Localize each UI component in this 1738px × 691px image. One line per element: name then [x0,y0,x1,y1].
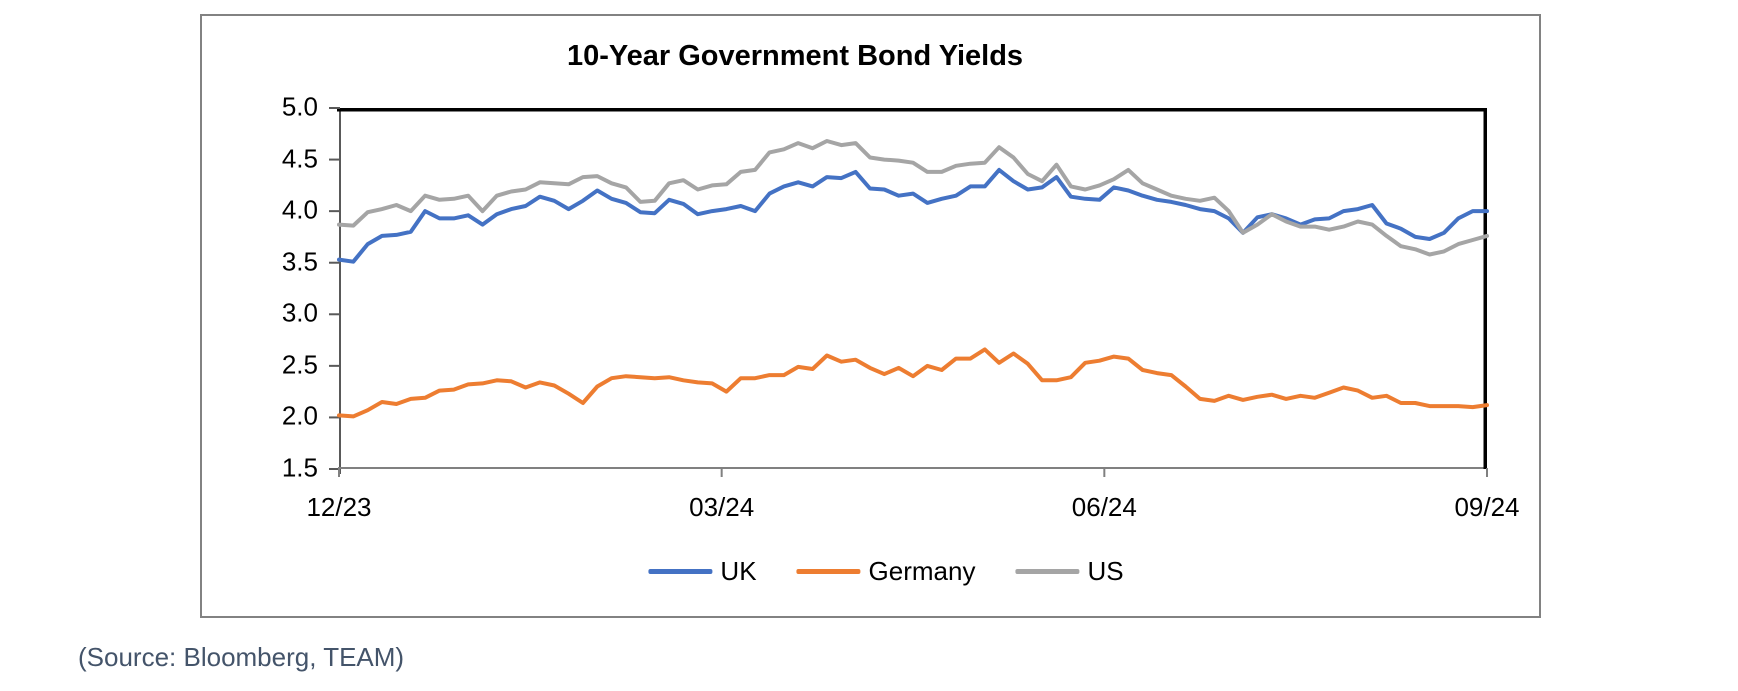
legend-label: UK [720,556,757,586]
legend-item-uk: UK [648,556,757,587]
y-axis-tick-label: 4.5 [281,142,318,173]
uk-line-series [337,167,1489,264]
y-axis-tick-label: 2.5 [281,349,318,380]
source-note: (Source: Bloomberg, TEAM) [78,642,405,672]
y-axis-tick-label: 4.0 [281,194,318,225]
chart-title: 10-Year Government Bond Yields [566,40,1024,72]
y-axis-tick-label: 3.0 [281,297,318,328]
legend-label: US [1087,556,1124,586]
x-axis-tick-label: 12/23 [306,492,372,522]
x-axis-tick-label: 03/24 [689,492,755,522]
us-line-icon [1015,569,1080,574]
legend-label: Germany [868,556,976,586]
legend-item-us: US [1015,556,1124,587]
x-axis-tick-label: 06/24 [1071,492,1137,522]
x-axis-tick-label: 09/24 [1454,492,1520,522]
bond-yield-chart [329,107,1489,477]
chart-legend: UK Germany US [648,556,1124,587]
y-axis-tick-label: 2.0 [281,400,318,431]
y-axis-tick-label: 1.5 [281,452,318,483]
uk-line-icon [648,569,713,574]
y-axis-tick-label: 3.5 [281,245,318,276]
germany-line-icon [796,569,861,574]
y-axis-tick-label: 5.0 [281,91,318,122]
us-line-series [337,139,1489,257]
legend-item-germany: Germany [796,556,976,587]
germany-line-series [337,347,1489,419]
chart-panel [200,14,1541,618]
